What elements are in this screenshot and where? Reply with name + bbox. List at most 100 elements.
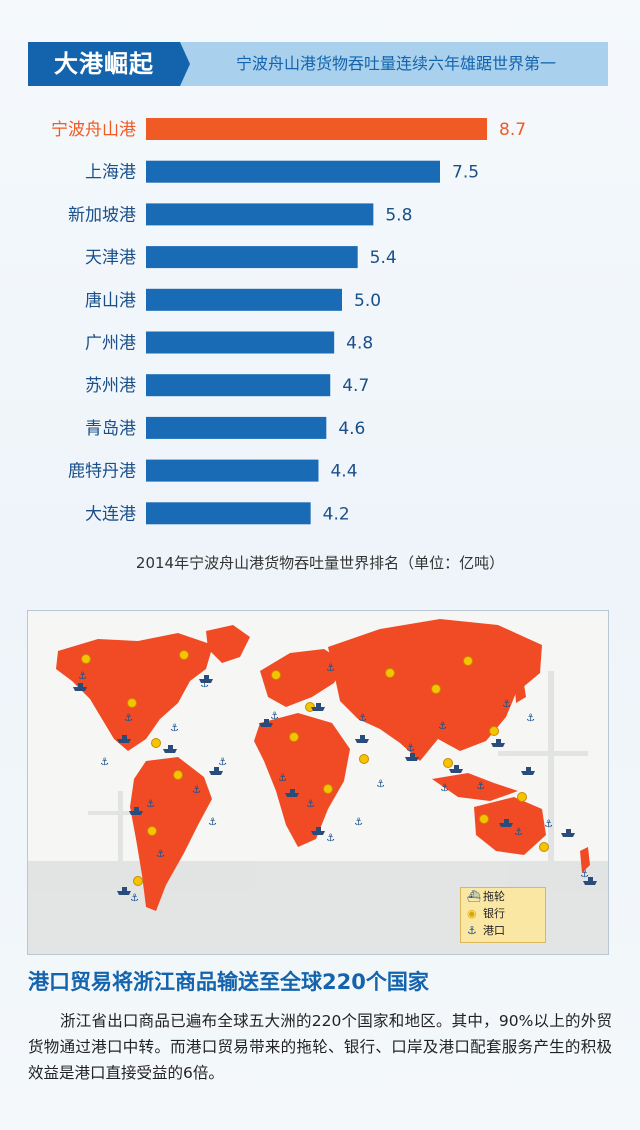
anchor-icon: ⚓: [358, 713, 367, 724]
category-label: 新加坡港: [68, 205, 136, 225]
chart-caption: 2014年宁波舟山港货物吞吐量世界排名（单位：亿吨）: [135, 554, 505, 572]
anchor-icon: ⚓: [130, 893, 139, 904]
bank-icon: [271, 670, 281, 680]
category-label: 上海港: [85, 163, 136, 183]
tugboat-icon: [355, 735, 369, 743]
continent-japan: [514, 671, 526, 703]
section-title: 港口贸易将浙江商品输送至全球220个国家: [28, 970, 429, 994]
tugboat-icon: [259, 719, 273, 727]
bar: [146, 203, 374, 226]
anchor-icon: ⚓: [376, 779, 385, 790]
tugboat-icon: [117, 735, 131, 743]
category-label: 青岛港: [85, 419, 136, 439]
bank-icon: [463, 656, 473, 666]
category-label: 苏州港: [85, 376, 136, 396]
category-label: 天津港: [85, 248, 136, 268]
anchor-icon: ⚓: [192, 785, 201, 796]
tugboat-icon: ⛴: [467, 890, 481, 903]
bar: [146, 288, 342, 311]
anchor-icon: ⚓: [124, 713, 133, 724]
tugboat-icon: [117, 887, 131, 895]
anchor-icon: ⚓: [514, 827, 523, 838]
bank-icon: [133, 876, 143, 886]
tugboat-icon: [499, 819, 513, 827]
value-label: 4.7: [342, 376, 369, 396]
continent-europe: [260, 649, 346, 707]
value-label: 8.7: [499, 120, 526, 140]
tugboat-icon: [521, 767, 535, 775]
tugboat-icon: [583, 877, 597, 885]
port-throughput-bar-chart: 宁波舟山港 8.7 上海港 7.5 新加坡港 5.8 天津港 5.4 唐山港 5.0 广州港 4.8 苏…: [51, 118, 526, 525]
legend-label: 拖轮: [483, 890, 505, 903]
legend-item-anchor: ⚓ 港口: [461, 922, 545, 939]
tugboat-icon: [491, 739, 505, 747]
continent-south-america: [130, 757, 212, 911]
value-label: 4.6: [338, 419, 365, 439]
section-body: 浙江省出口商品已遍布全球五大洲的220个国家和地区。其中，90%以上的外贸货物通…: [28, 1012, 612, 1082]
anchor-icon: ⚓: [146, 799, 155, 810]
bank-icon: [539, 842, 549, 852]
anchor-icon: ⚓: [156, 849, 165, 860]
bar: [146, 331, 335, 354]
bank-icon: ◉: [467, 907, 477, 920]
continent-indonesia: [432, 773, 518, 801]
anchor-icon: ⚓: [354, 817, 363, 828]
bar: [146, 160, 440, 183]
tugboat-icon: [73, 683, 87, 691]
tugboat-icon: [129, 807, 143, 815]
anchor-icon: ⚓: [406, 743, 415, 754]
anchor-icon: ⚓: [306, 799, 315, 810]
value-label: 4.8: [346, 334, 373, 354]
bank-icon: [517, 792, 527, 802]
tugboat-icon: [561, 829, 575, 837]
value-label: 7.5: [452, 163, 479, 183]
bank-icon: [431, 684, 441, 694]
anchor-icon: ⚓: [200, 679, 209, 690]
value-label: 5.4: [370, 248, 397, 268]
anchor-icon: ⚓: [440, 783, 449, 794]
category-label: 广州港: [85, 334, 136, 354]
continent-north-america: [56, 633, 213, 751]
anchor-icon: ⚓: [100, 757, 109, 768]
tugboat-icon: [311, 827, 325, 835]
anchor-icon: ⚓: [278, 773, 287, 784]
anchor-icon: ⚓: [270, 711, 279, 722]
continents: [56, 619, 590, 911]
anchor-icon: ⚓: [218, 757, 227, 768]
bank-icon: [81, 654, 91, 664]
bank-icon: [179, 650, 189, 660]
category-label: 鹿特丹港: [68, 462, 136, 482]
category-label: 唐山港: [85, 290, 136, 311]
bar: [146, 502, 311, 525]
tugboat-icon: [163, 745, 177, 753]
bar: [146, 118, 488, 140]
bank-icon: [147, 826, 157, 836]
bank-icon: [479, 814, 489, 824]
anchor-icon: ⚓: [544, 819, 553, 830]
bank-icon: [127, 698, 137, 708]
continent-africa: [254, 713, 350, 847]
bar: [146, 246, 358, 269]
anchor-icon: ⚓: [502, 699, 511, 710]
legend-item-bank: ◉ 银行: [461, 905, 545, 922]
tugboat-icon: [311, 703, 325, 711]
category-label: 大连港: [85, 504, 136, 524]
value-label: 4.4: [330, 462, 357, 482]
bank-icon: [151, 738, 161, 748]
bank-icon: [359, 754, 369, 764]
value-label: 5.8: [385, 205, 412, 225]
value-label: 5.0: [354, 291, 381, 311]
tugboat-icon: [449, 765, 463, 773]
tugboat-icon: [209, 767, 223, 775]
anchor-icon: ⚓: [476, 781, 485, 792]
continent-new-zealand: [580, 847, 590, 873]
bank-icon: [289, 732, 299, 742]
header-subtitle: 宁波舟山港货物吞吐量连续六年雄踞世界第一: [235, 54, 556, 73]
legend-label: 港口: [483, 924, 505, 937]
anchor-icon: ⚓: [208, 817, 217, 828]
continent-greenland: [206, 625, 250, 663]
value-label: 4.2: [323, 504, 350, 524]
port-markers: ⚓ ⚓ ⚓ ⚓ ⚓ ⚓ ⚓ ⚓ ⚓ ⚓ ⚓ ⚓ ⚓ ⚓ ⚓ ⚓ ⚓ ⚓ ⚓ ⚓ ⚓ ⚓ ⚓ ⚓ ⚓ ⚓ ⚓ ⚓: [73, 650, 597, 904]
anchor-icon: ⚓: [170, 723, 179, 734]
bar: [146, 416, 327, 439]
